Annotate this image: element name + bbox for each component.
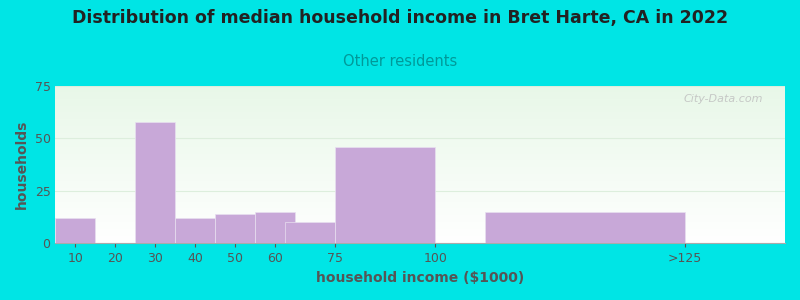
Bar bbox=[215, 214, 255, 243]
Text: City-Data.com: City-Data.com bbox=[684, 94, 763, 104]
Bar bbox=[55, 218, 95, 243]
Bar bbox=[286, 222, 335, 243]
Bar bbox=[255, 212, 295, 243]
Y-axis label: households: households bbox=[15, 120, 29, 209]
Bar bbox=[335, 147, 435, 243]
Text: Distribution of median household income in Bret Harte, CA in 2022: Distribution of median household income … bbox=[72, 9, 728, 27]
X-axis label: household income ($1000): household income ($1000) bbox=[316, 271, 524, 285]
Bar bbox=[485, 212, 685, 243]
Bar bbox=[135, 122, 175, 243]
Text: Other residents: Other residents bbox=[343, 54, 457, 69]
Bar bbox=[175, 218, 215, 243]
